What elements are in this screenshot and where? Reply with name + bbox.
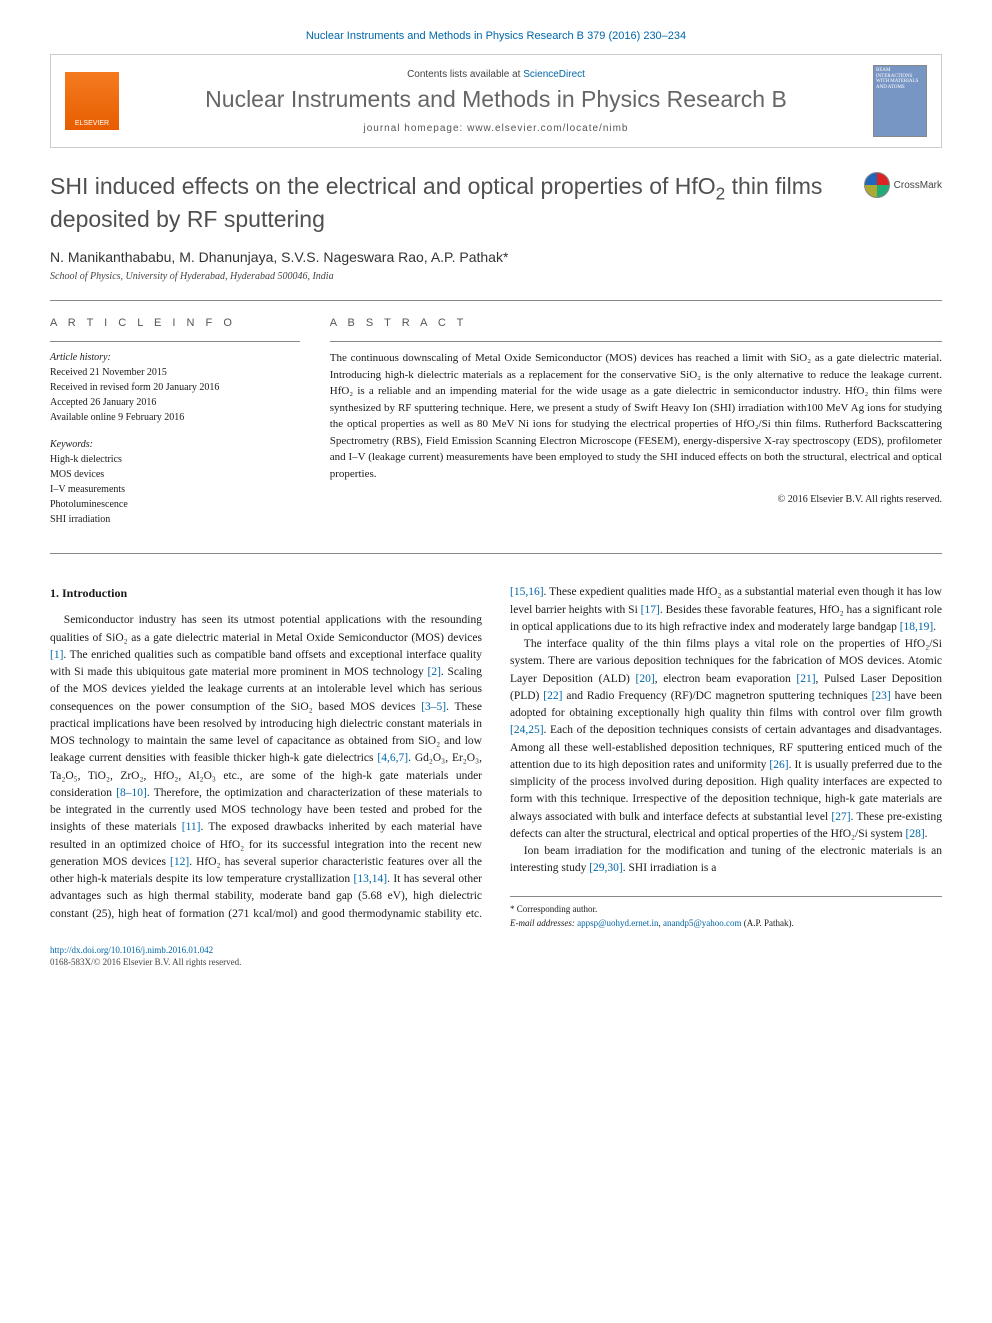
keyword: MOS devices	[50, 467, 300, 482]
journal-name: Nuclear Instruments and Methods in Physi…	[133, 86, 859, 113]
ref-link[interactable]: [21]	[796, 673, 815, 685]
ref-link[interactable]: [8–10]	[116, 787, 147, 799]
ref-link[interactable]: [11]	[182, 821, 201, 833]
journal-reference: Nuclear Instruments and Methods in Physi…	[50, 30, 942, 42]
info-divider	[50, 341, 300, 350]
text: . SHI irradiation is a	[623, 862, 717, 874]
abstract-text: The continuous downscaling of Metal Oxid…	[330, 350, 942, 482]
ref-link[interactable]: [24,25]	[510, 724, 544, 736]
corr-mark: *	[503, 249, 508, 265]
keyword: High-k dielectrics	[50, 452, 300, 467]
sciencedirect-link[interactable]: ScienceDirect	[523, 69, 585, 80]
article-title: SHI induced effects on the electrical an…	[50, 172, 852, 235]
ref-link[interactable]: [27]	[831, 811, 850, 823]
ref-link[interactable]: [12]	[170, 856, 189, 868]
keywords-heading: Keywords:	[50, 437, 300, 452]
header-center: Contents lists available at ScienceDirec…	[133, 69, 859, 134]
ref-link[interactable]: [23]	[872, 690, 891, 702]
email-line: E-mail addresses: appsp@uohyd.ernet.in, …	[510, 917, 942, 930]
article-history: Article history: Received 21 November 20…	[50, 350, 300, 425]
abstract-copyright: © 2016 Elsevier B.V. All rights reserved…	[330, 492, 942, 507]
intro-paragraph-3: Ion beam irradiation for the modificatio…	[510, 843, 942, 878]
history-heading: Article history:	[50, 350, 300, 365]
ref-link[interactable]: [20]	[636, 673, 655, 685]
text: and Radio Frequency (RF)/DC magnetron sp…	[562, 690, 871, 702]
text: , electron beam evaporation	[655, 673, 797, 685]
homepage-label: journal homepage:	[363, 123, 467, 134]
ref-link[interactable]: [2]	[427, 666, 440, 678]
ref-link[interactable]: [18,19]	[900, 621, 934, 633]
article-info-label: A R T I C L E I N F O	[50, 315, 300, 332]
intro-paragraph-2: The interface quality of the thin films …	[510, 636, 942, 843]
homepage-url[interactable]: www.elsevier.com/locate/nimb	[467, 123, 628, 134]
ref-link[interactable]: [13,14]	[354, 873, 388, 885]
abstract-label: A B S T R A C T	[330, 315, 942, 332]
journal-cover-thumbnail: BEAM INTERACTIONS WITH MATERIALS AND ATO…	[873, 65, 927, 137]
keyword: I–V measurements	[50, 482, 300, 497]
ref-link[interactable]: [29,30]	[589, 862, 623, 874]
crossmark-icon	[864, 172, 890, 198]
ref-link[interactable]: [1]	[50, 649, 63, 661]
issn-copyright: 0168-583X/© 2016 Elsevier B.V. All right…	[50, 956, 942, 969]
author-list: N. Manikanthababu, M. Dhanunjaya, S.V.S.…	[50, 249, 503, 265]
article-info-column: A R T I C L E I N F O Article history: R…	[50, 315, 300, 540]
corresponding-author-footnote: * Corresponding author. E-mail addresses…	[510, 896, 942, 930]
info-abstract-row: A R T I C L E I N F O Article history: R…	[50, 300, 942, 555]
history-revised: Received in revised form 20 January 2016	[50, 380, 300, 395]
history-received: Received 21 November 2015	[50, 365, 300, 380]
email-link[interactable]: anandp5@yahoo.com	[663, 918, 742, 928]
abs-divider	[330, 341, 942, 350]
ref-link[interactable]: [28]	[906, 828, 925, 840]
text: .	[933, 621, 936, 633]
title-row: SHI induced effects on the electrical an…	[50, 172, 942, 235]
page-footer: http://dx.doi.org/10.1016/j.nimb.2016.01…	[50, 944, 942, 969]
journal-header: ELSEVIER Contents lists available at Sci…	[50, 54, 942, 148]
history-accepted: Accepted 26 January 2016	[50, 395, 300, 410]
abstract-column: A B S T R A C T The continuous downscali…	[330, 315, 942, 540]
ref-link[interactable]: [15,16]	[510, 586, 544, 598]
title-main: SHI induced effects on the electrical an…	[50, 173, 716, 199]
text: .	[925, 828, 928, 840]
email-link[interactable]: appsp@uohyd.ernet.in	[577, 918, 658, 928]
text: Semiconductor industry has seen its utmo…	[50, 614, 482, 643]
title-subscript: 2	[716, 184, 726, 204]
keyword: SHI irradiation	[50, 512, 300, 527]
corr-author-line: * Corresponding author.	[510, 903, 942, 916]
history-online: Available online 9 February 2016	[50, 410, 300, 425]
crossmark-label: CrossMark	[894, 180, 942, 191]
ref-link[interactable]: [17]	[641, 604, 660, 616]
crossmark-badge[interactable]: CrossMark	[864, 172, 942, 198]
ref-link[interactable]: [26]	[769, 759, 788, 771]
affiliation: School of Physics, University of Hyderab…	[50, 271, 942, 282]
keyword: Photoluminescence	[50, 497, 300, 512]
ref-link[interactable]: [4,6,7]	[377, 752, 408, 764]
body-text: 1. Introduction Semiconductor industry h…	[50, 584, 942, 929]
text: . The enriched qualities such as compati…	[50, 649, 482, 678]
section-heading-introduction: 1. Introduction	[50, 584, 482, 602]
text: Ion beam irradiation for the modificatio…	[510, 845, 942, 874]
ref-link[interactable]: [3–5]	[421, 701, 446, 713]
elsevier-logo: ELSEVIER	[65, 72, 119, 130]
ref-link[interactable]: [22]	[543, 690, 562, 702]
contents-prefix: Contents lists available at	[407, 69, 523, 80]
authors: N. Manikanthababu, M. Dhanunjaya, S.V.S.…	[50, 249, 942, 265]
email-label: E-mail addresses:	[510, 918, 577, 928]
contents-available: Contents lists available at ScienceDirec…	[133, 69, 859, 80]
email-attribution: (A.P. Pathak).	[741, 918, 793, 928]
keywords-block: Keywords: High-k dielectrics MOS devices…	[50, 437, 300, 527]
doi-link[interactable]: http://dx.doi.org/10.1016/j.nimb.2016.01…	[50, 945, 213, 955]
journal-homepage: journal homepage: www.elsevier.com/locat…	[133, 123, 859, 134]
